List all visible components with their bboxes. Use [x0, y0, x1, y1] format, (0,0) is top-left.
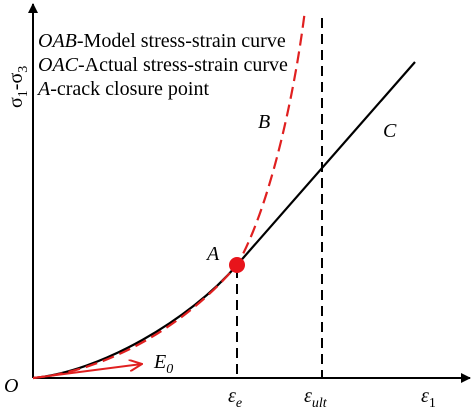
symbol: ε [304, 385, 312, 407]
legend-key: A [36, 78, 51, 100]
legend-line: OAB-Model stress-strain curve [38, 30, 286, 52]
strain-mark-label: εult [304, 385, 328, 411]
x-axis-label: ε1 [421, 385, 436, 411]
symbol: ε [421, 385, 429, 407]
tangent-label: E0 [153, 351, 173, 377]
subscript: 3 [16, 66, 31, 73]
symbol: σ [5, 97, 27, 108]
subscript: 0 [166, 362, 173, 377]
legend-text: -crack closure point [50, 78, 209, 100]
subscript: 1 [16, 90, 31, 97]
symbol: σ [5, 73, 27, 84]
legend-text: -Model stress-strain curve [77, 30, 286, 52]
symbol: ε [228, 385, 236, 407]
legend-line: OAC-Actual stress-strain curve [38, 54, 288, 76]
subscript: 1 [429, 396, 436, 411]
strain-mark-label: εe [228, 385, 242, 411]
legend-text: -Actual stress-strain curve [78, 54, 288, 76]
crack-closure-point [229, 257, 245, 273]
point-label: B [258, 111, 270, 133]
legend-line: A-crack closure point [36, 78, 209, 100]
symbol: E [153, 351, 166, 373]
legend-key: OAC [38, 54, 79, 76]
separator: - [5, 84, 27, 91]
subscript: ult [312, 396, 328, 411]
subscript: e [236, 396, 242, 411]
legend-key: OAB [38, 30, 77, 52]
tangent-arrow [32, 364, 142, 379]
actual-curve [32, 61, 416, 380]
y-axis-label: σ1-σ3 [5, 66, 31, 108]
point-label: C [383, 120, 397, 142]
origin-label: O [4, 375, 18, 397]
point-label: A [205, 243, 220, 265]
